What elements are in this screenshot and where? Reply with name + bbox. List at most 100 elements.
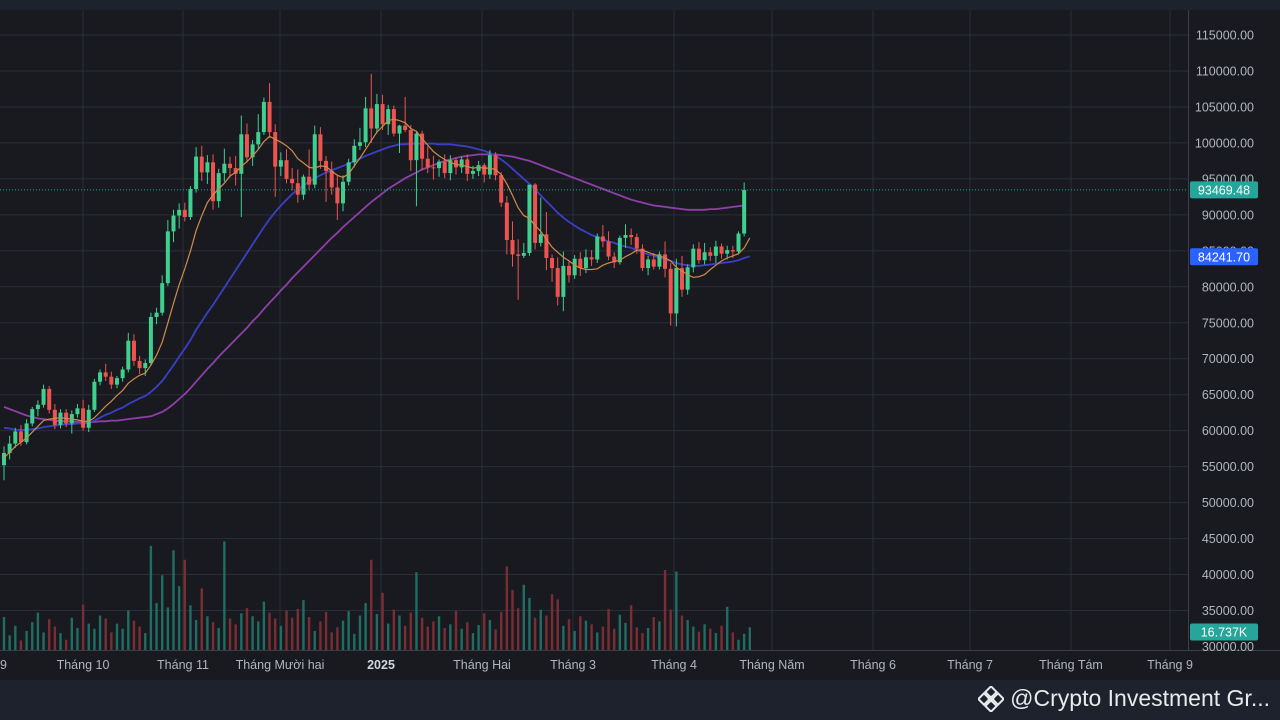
- candle-body: [278, 160, 283, 167]
- candle-body: [284, 160, 289, 179]
- volume-bar: [364, 603, 367, 650]
- volume-bar: [2, 617, 6, 650]
- candle-body: [194, 156, 199, 189]
- volume-bar: [488, 619, 492, 650]
- candle-body: [504, 202, 509, 241]
- candle-body: [431, 167, 436, 169]
- volume-bar: [206, 616, 209, 650]
- volume-bar: [127, 610, 130, 650]
- candle-body: [148, 316, 153, 364]
- volume-bar: [132, 620, 136, 650]
- candle-body: [205, 162, 210, 173]
- ma-value-label-box: [1190, 248, 1258, 266]
- candle-body: [442, 161, 447, 174]
- volume-bar: [370, 559, 373, 650]
- candle-body: [510, 240, 515, 255]
- candle-body: [52, 409, 57, 425]
- time-axis-area: [0, 650, 1280, 680]
- x-tick-label: 9: [0, 658, 7, 672]
- candle-body: [211, 162, 216, 202]
- candle-body: [657, 254, 662, 267]
- volume-bar: [274, 618, 277, 650]
- candle-body: [2, 452, 6, 466]
- y-tick-label: 105000.00: [1195, 100, 1254, 114]
- volume-bar: [500, 611, 503, 650]
- x-tick-label: Tháng 3: [550, 658, 596, 672]
- candle-body: [663, 254, 668, 269]
- candle-body: [357, 142, 362, 146]
- volume-bar: [228, 618, 232, 650]
- volume-bar: [483, 613, 486, 650]
- candle-body: [476, 165, 481, 171]
- last-price-label-box: [1190, 181, 1258, 199]
- candle-body: [414, 133, 419, 161]
- candle-body: [736, 233, 741, 252]
- candle-body: [696, 248, 701, 261]
- volume-bar: [8, 635, 11, 650]
- y-tick-label: 110000.00: [1196, 64, 1254, 78]
- volume-bar: [25, 630, 28, 650]
- volume-bar: [545, 615, 548, 650]
- volume-bar: [522, 584, 525, 650]
- candle-body: [391, 109, 396, 134]
- volume-bar: [93, 628, 96, 650]
- volume-bar: [742, 633, 746, 650]
- y-tick-label: 50000.00: [1202, 496, 1254, 510]
- candle-body: [81, 408, 86, 428]
- candle-body: [75, 408, 80, 415]
- candle-body: [600, 236, 605, 242]
- volume-bar: [692, 626, 695, 650]
- x-tick-label: Tháng 7: [947, 658, 993, 672]
- volume-bar: [466, 622, 469, 650]
- volume-bar: [697, 631, 701, 650]
- volume-bar: [646, 628, 650, 650]
- candle-body: [41, 388, 46, 405]
- volume-bar: [731, 632, 735, 650]
- volume-bar: [319, 621, 322, 650]
- volume-bar: [398, 615, 401, 650]
- candle-body: [640, 248, 645, 269]
- volume-bar: [330, 632, 333, 650]
- volume-bar: [104, 618, 107, 650]
- candle-body: [521, 252, 526, 256]
- volume-bar: [110, 632, 113, 650]
- volume-bar: [726, 606, 729, 650]
- candle-body: [544, 234, 549, 259]
- volume-bar: [709, 628, 712, 650]
- volume-bar: [240, 613, 243, 650]
- volume-bar: [42, 632, 45, 650]
- volume-bar: [420, 617, 424, 650]
- volume-bar: [302, 600, 305, 650]
- binance-square-icon: [978, 685, 1005, 712]
- candle-body: [346, 162, 351, 182]
- y-tick-label: 35000.00: [1202, 604, 1254, 618]
- candle-body: [470, 170, 475, 174]
- volume-bar: [533, 617, 537, 650]
- volume-bar: [652, 617, 655, 650]
- volume-bar: [76, 628, 79, 650]
- volume-bar: [48, 619, 51, 650]
- volume-bar: [81, 604, 85, 650]
- candle-body: [397, 125, 402, 134]
- candle-body: [725, 250, 730, 254]
- volume-bar: [669, 609, 672, 650]
- volume-bar: [172, 550, 175, 650]
- candle-body: [555, 268, 560, 297]
- volume-bar: [177, 586, 181, 650]
- volume-bar: [155, 603, 158, 650]
- volume-bar: [217, 628, 220, 650]
- volume-bar: [324, 611, 328, 650]
- candle-body: [30, 409, 35, 424]
- candle-body: [137, 360, 142, 369]
- volume-bar: [341, 620, 345, 650]
- candle-body: [239, 134, 244, 174]
- candle-body: [516, 254, 521, 256]
- candle-body: [126, 340, 131, 370]
- volume-bar: [121, 628, 124, 650]
- volume-bar: [494, 629, 497, 650]
- candle-body: [228, 163, 232, 169]
- x-tick-label: Tháng Năm: [739, 658, 804, 672]
- candle-body: [120, 369, 125, 379]
- plot-area: [0, 10, 1188, 650]
